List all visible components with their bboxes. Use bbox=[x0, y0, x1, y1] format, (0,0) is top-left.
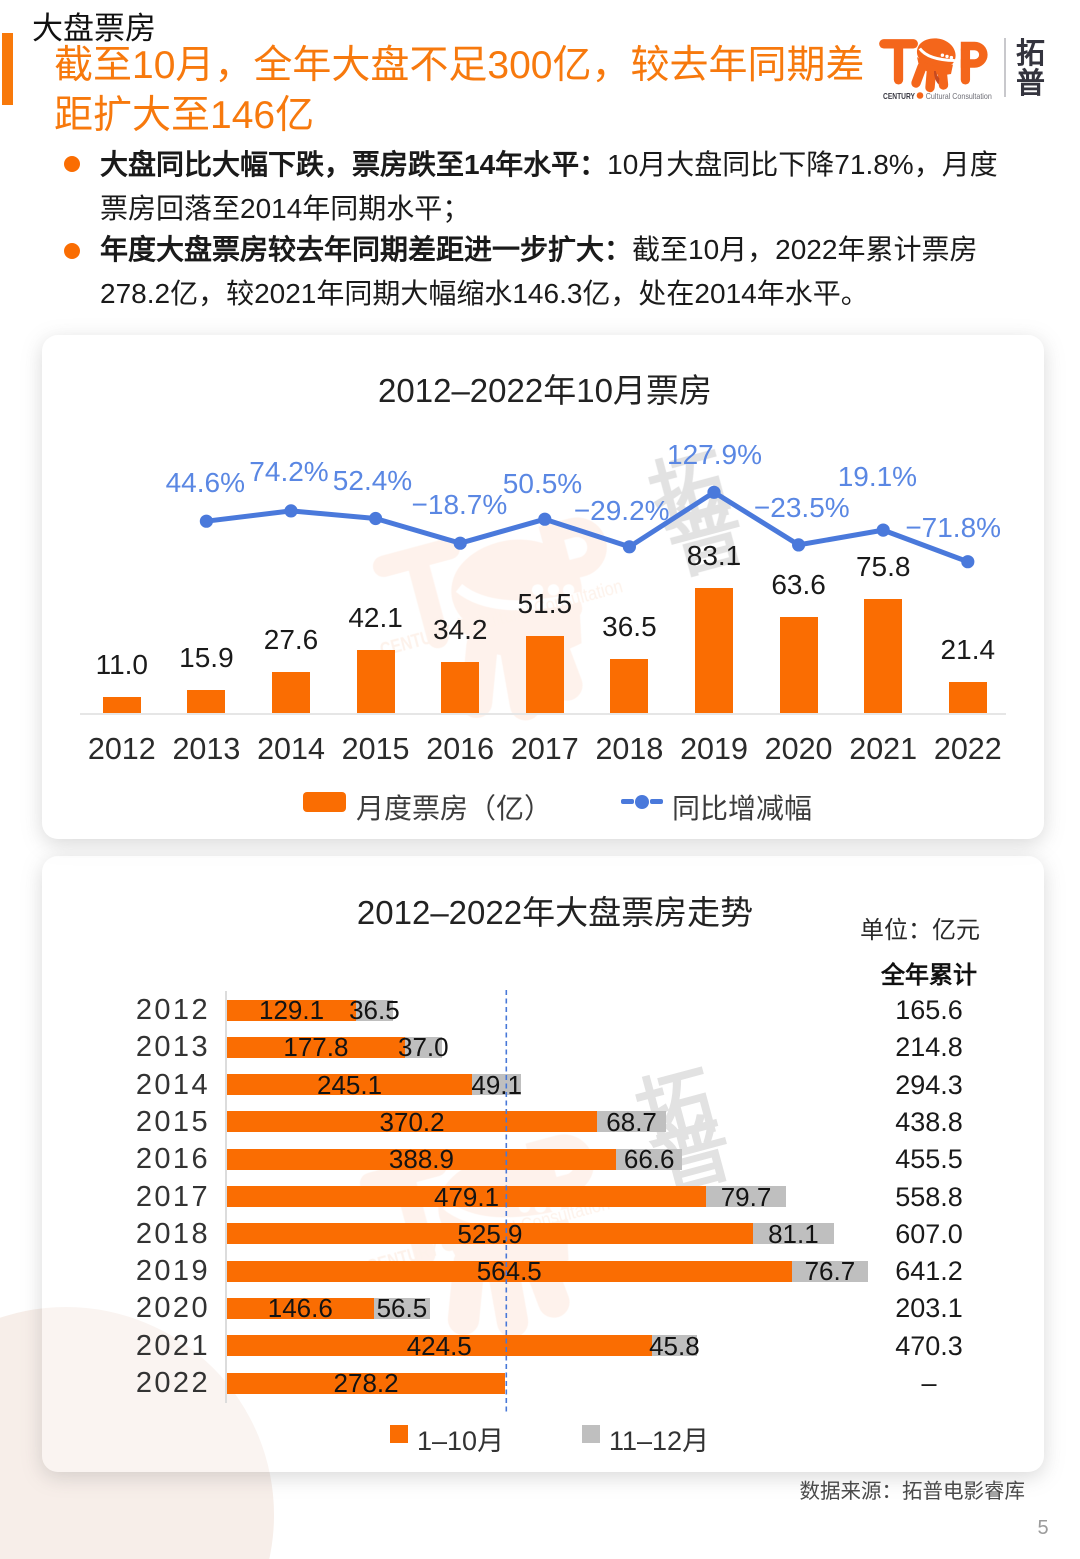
svg-text:Cultural Consultation: Cultural Consultation bbox=[926, 91, 992, 101]
svg-text:CENTURY: CENTURY bbox=[883, 91, 915, 101]
